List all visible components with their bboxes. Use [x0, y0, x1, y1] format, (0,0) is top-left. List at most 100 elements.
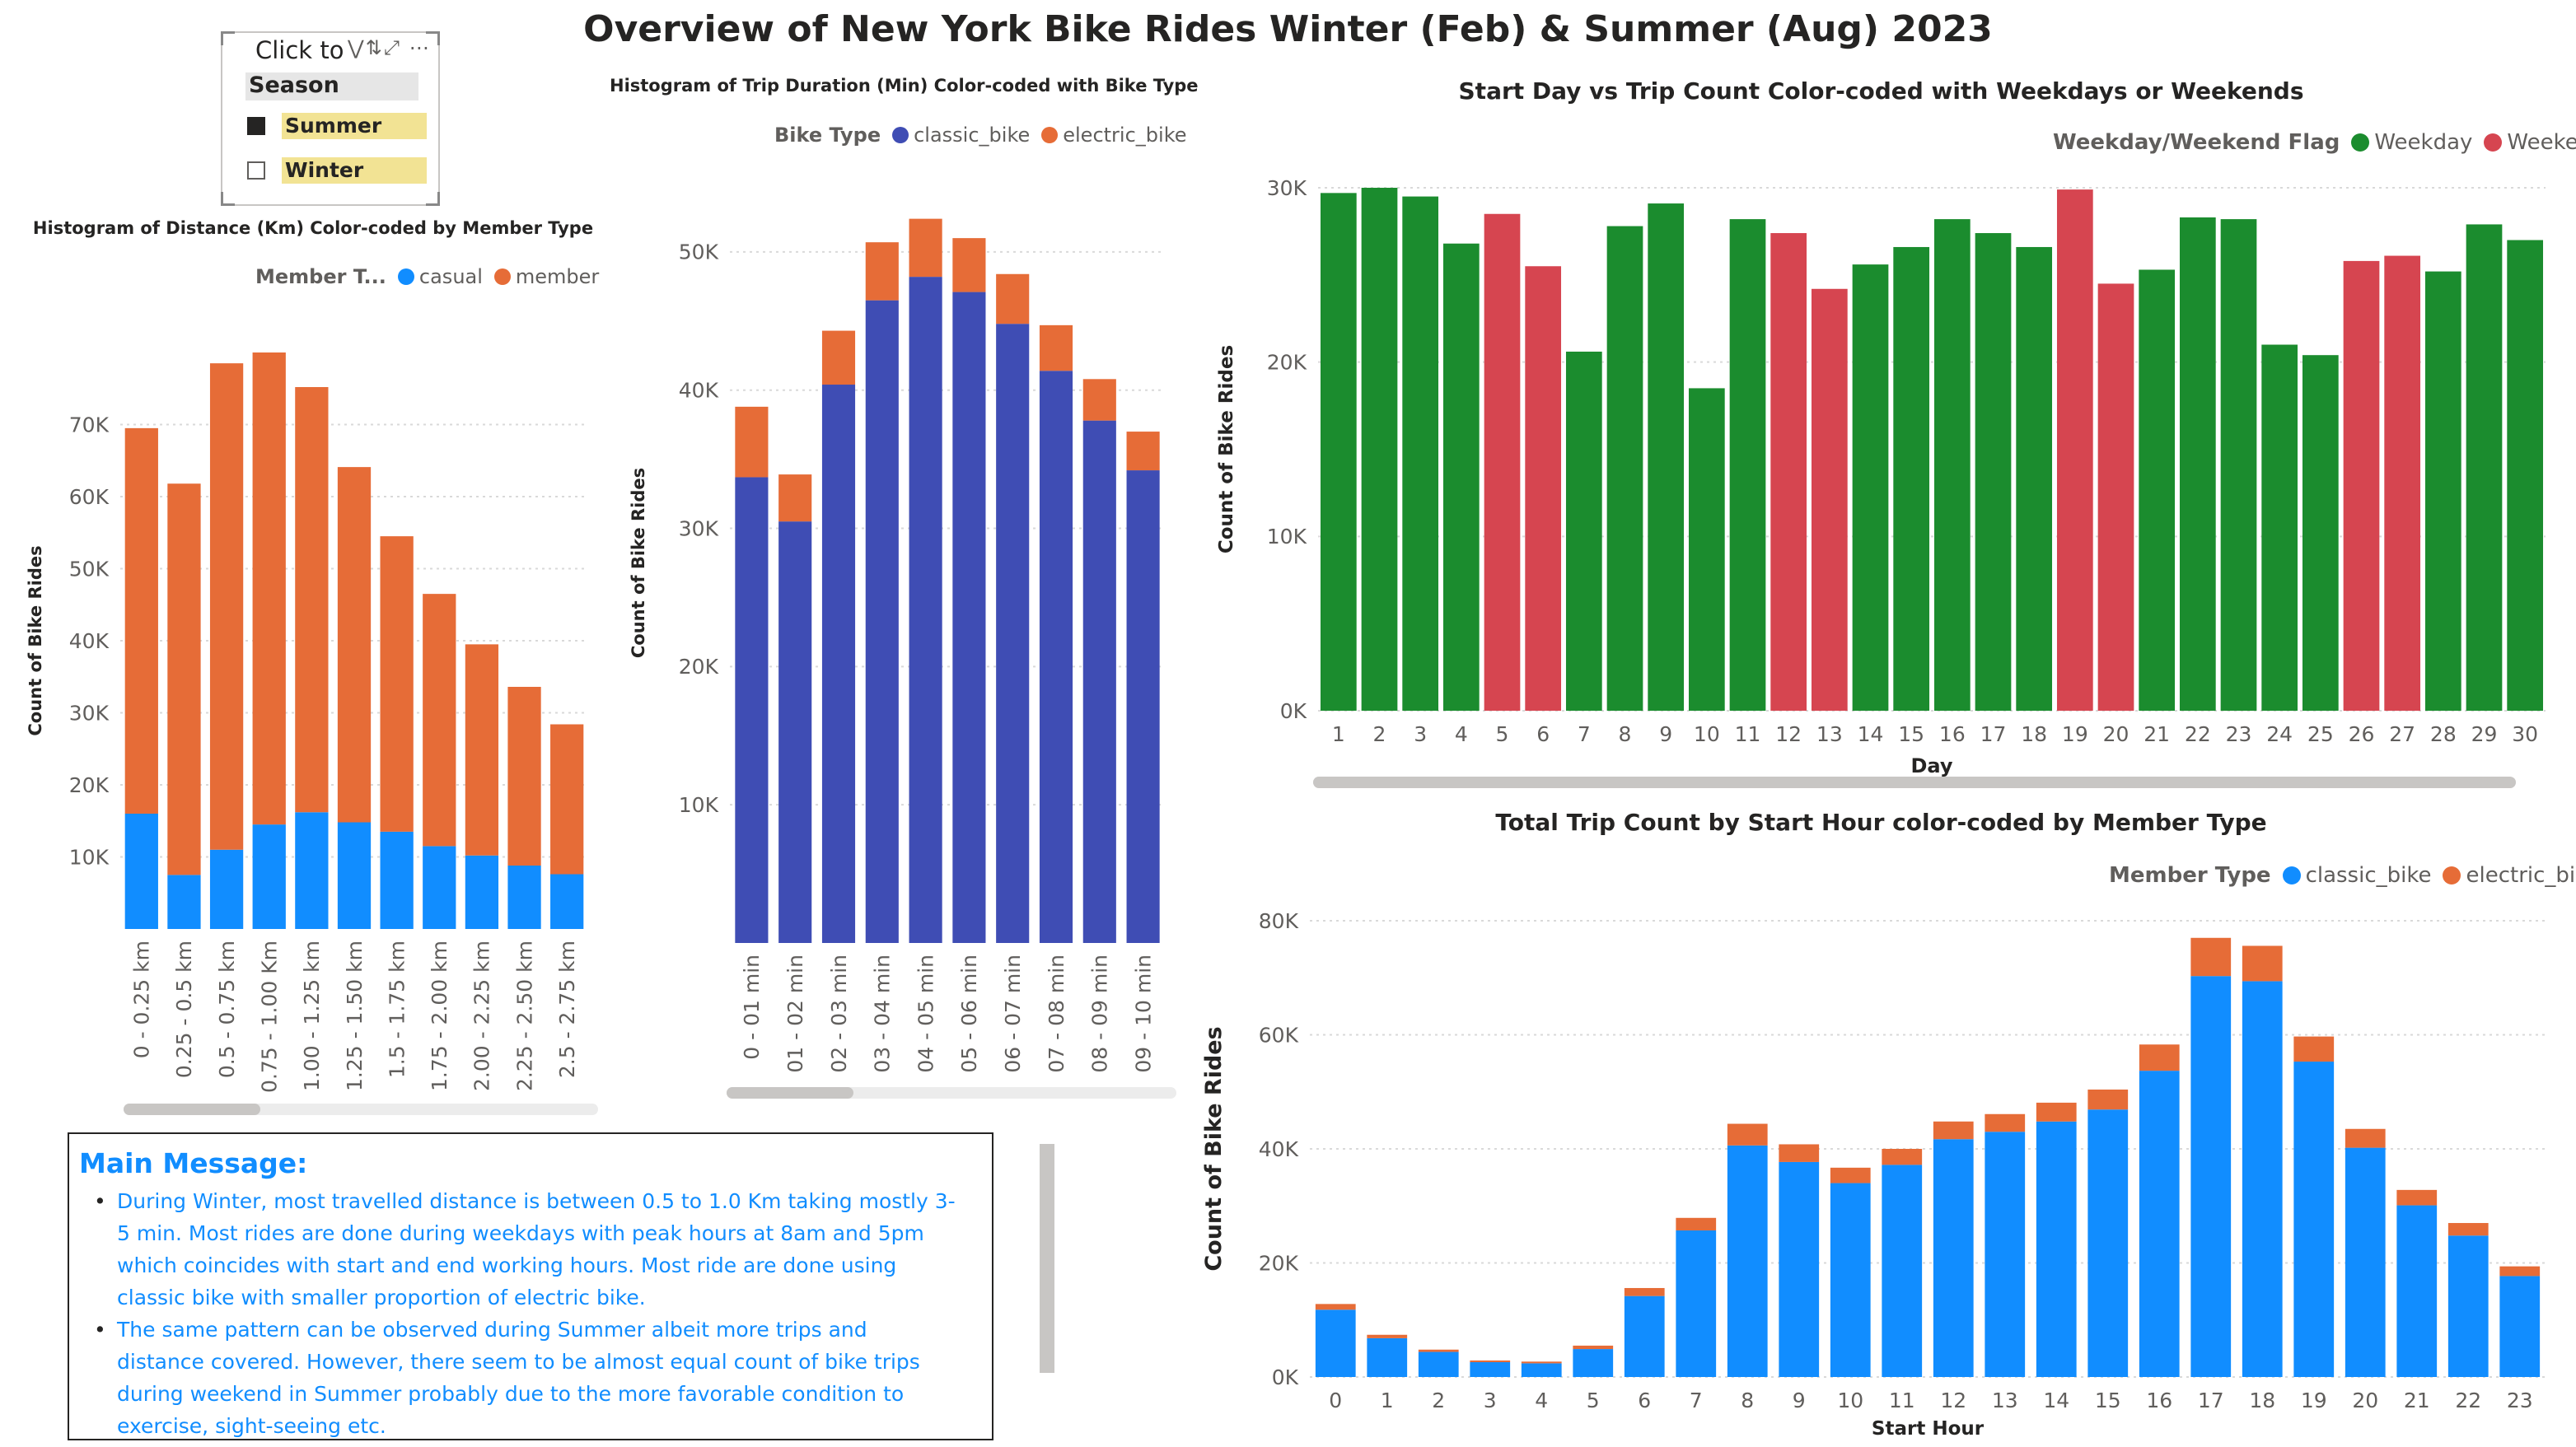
checkbox-summer[interactable]	[247, 117, 265, 135]
x-tick-label: 8	[1619, 722, 1632, 746]
bar-weekend	[2097, 283, 2134, 711]
bar-classic-bike	[2447, 1235, 2489, 1377]
message-scrollbar[interactable]	[1040, 1144, 1054, 1373]
legend-title: Member T...	[255, 265, 386, 288]
selection-corner-tl	[221, 31, 235, 45]
legend-label: classic_bike	[914, 124, 1031, 147]
bar-casual	[465, 855, 499, 929]
bar-weekday	[1975, 233, 2012, 711]
bar-weekend	[1525, 266, 1562, 711]
slicer-item-winter[interactable]: Winter	[247, 156, 427, 184]
x-tick-label: 13	[1992, 1389, 2018, 1412]
selection-corner-tr	[426, 31, 440, 45]
legend-item-member[interactable]: member	[493, 265, 599, 288]
slicer-toolbar-icons[interactable]: ⋁⇅⤢ ⋯	[348, 36, 431, 59]
legend-item-electric-bike[interactable]: electric_bike	[1041, 124, 1187, 147]
checkbox-winter[interactable]	[247, 161, 265, 180]
x-tick-label: 15	[1898, 722, 1924, 746]
x-tick-label: 07 - 08 min	[1045, 955, 1068, 1073]
bar-classic-bike	[1985, 1132, 2026, 1377]
bar-weekday	[2466, 224, 2503, 711]
bar-classic-bike	[1367, 1337, 1408, 1377]
legend-title: Bike Type	[774, 124, 881, 147]
bar-classic-bike	[1521, 1363, 1562, 1377]
bar-classic-bike	[1624, 1295, 1665, 1377]
y-tick-label: 80K	[1259, 909, 1299, 933]
bar-weekday	[2424, 271, 2461, 712]
bar-weekday	[1565, 351, 1602, 711]
x-tick-label: 7	[1690, 1389, 1703, 1412]
x-tick-label: 16	[1939, 722, 1966, 746]
y-tick-label: 30K	[679, 516, 719, 540]
season-slicer[interactable]: Click to ⋁⇅⤢ ⋯ Season Summer Winter	[221, 31, 440, 206]
legend-label: Weekday	[2374, 130, 2473, 155]
y-tick-label: 40K	[69, 629, 110, 653]
bar-electric-bike	[1521, 1361, 1562, 1364]
bar-electric-bike	[2242, 945, 2283, 982]
legend-item-casual[interactable]: casual	[397, 265, 483, 288]
x-tick-label: 19	[2301, 1389, 2327, 1412]
scrollbar-thumb-distance[interactable]	[124, 1104, 260, 1115]
bar-electric-bike	[865, 242, 899, 301]
legend-item-electric-bike[interactable]: electric_bike	[2443, 863, 2576, 888]
legend-title: Weekday/Weekend Flag	[2053, 130, 2340, 155]
y-tick-label: 20K	[1259, 1251, 1299, 1275]
legend-starthour: Member Type classic_bike electric_bike	[2109, 863, 2576, 888]
x-tick-label: 1.5 - 1.75 km	[385, 941, 409, 1078]
x-tick-label: 2.5 - 2.75 km	[555, 941, 579, 1078]
y-tick-label: 0K	[1280, 699, 1307, 723]
x-tick-label: 13	[1816, 722, 1843, 746]
bar-weekday	[1688, 388, 1725, 711]
slicer-item-summer[interactable]: Summer	[247, 112, 427, 140]
y-tick-label: 10K	[679, 793, 719, 817]
y-tick-label: 30K	[1267, 176, 1307, 200]
legend-label: electric_bike	[1063, 124, 1187, 147]
y-tick-label: 60K	[1259, 1023, 1299, 1047]
bar-member	[465, 644, 499, 856]
bar-member	[423, 594, 456, 847]
bar-weekday	[2179, 217, 2216, 711]
bar-electric-bike	[1779, 1144, 1820, 1162]
scrollbar-thumb-duration[interactable]	[727, 1087, 853, 1099]
x-tick-label: 01 - 02 min	[783, 955, 807, 1073]
x-tick-label: 3	[1414, 722, 1427, 746]
x-tick-label: 04 - 05 min	[914, 955, 937, 1073]
x-tick-label: 18	[2021, 722, 2047, 746]
bar-weekend	[2056, 189, 2093, 711]
legend-item-classic-bike[interactable]: classic_bike	[892, 124, 1030, 147]
x-tick-label: 7	[1578, 722, 1591, 746]
y-axis-title: Count of Bike Rides	[1201, 1026, 1227, 1271]
bar-weekday	[2220, 219, 2257, 712]
bar-electric-bike	[1126, 432, 1160, 471]
x-tick-label: 03 - 04 min	[871, 955, 895, 1073]
y-axis-title: Count of Bike Rides	[1216, 345, 1237, 553]
x-tick-label: 2	[1432, 1389, 1445, 1412]
bar-weekday	[1606, 226, 1643, 711]
chart-title-distance: Histogram of Distance (Km) Color-coded b…	[32, 218, 594, 238]
bar-classic-bike	[996, 324, 1030, 943]
main-message-box: Main Message: • During Winter, most trave…	[68, 1132, 1054, 1440]
scrollbar-thumb-startday[interactable]	[1313, 777, 2516, 788]
x-tick-label: 8	[1741, 1389, 1754, 1412]
bar-electric-bike	[952, 238, 986, 292]
y-tick-label: 60K	[69, 485, 110, 509]
legend-item-classic-bike[interactable]: classic_bike	[2282, 863, 2431, 888]
legend-marker	[1041, 127, 1059, 143]
bar-weekday	[1442, 243, 1480, 711]
x-tick-label: 1	[1332, 722, 1345, 746]
x-tick-label: 23	[2226, 722, 2252, 746]
x-tick-label: 4	[1535, 1389, 1548, 1412]
x-tick-label: 08 - 09 min	[1088, 955, 1112, 1073]
slicer-header: Click to	[255, 36, 344, 64]
x-tick-label: 17	[1980, 722, 2007, 746]
legend-startday: Weekday/Weekend Flag Weekday Weekend	[2053, 130, 2576, 155]
bar-electric-bike	[1624, 1287, 1665, 1296]
x-tick-label: 1.75 - 2.00 km	[428, 941, 451, 1091]
legend-item-weekend[interactable]: Weekend	[2484, 130, 2576, 155]
x-tick-label: 5	[1587, 1389, 1600, 1412]
bar-electric-bike	[1985, 1113, 2026, 1132]
x-tick-label: 29	[2471, 722, 2498, 746]
legend-item-weekday[interactable]: Weekday	[2351, 130, 2472, 155]
legend-distance: Member T... casual member	[255, 265, 610, 288]
bar-electric-bike	[2293, 1036, 2335, 1062]
